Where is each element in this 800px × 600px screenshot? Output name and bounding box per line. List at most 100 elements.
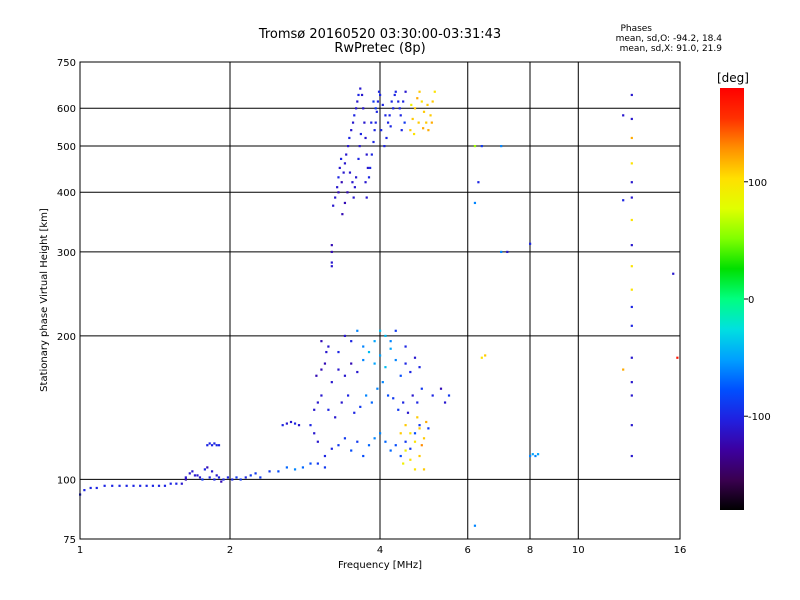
data-point: [630, 93, 633, 97]
x-axis-label: Frequency [MHz]: [338, 560, 422, 571]
data-point: [433, 90, 436, 93]
data-point: [215, 474, 218, 477]
data-point: [330, 447, 333, 450]
data-point: [334, 416, 337, 419]
data-point: [430, 121, 433, 124]
data-point: [118, 484, 121, 487]
data-point: [188, 472, 191, 475]
data-point: [342, 171, 345, 174]
data-point: [320, 394, 323, 397]
data-point: [332, 204, 335, 207]
data-point: [394, 358, 397, 362]
data-point: [348, 171, 352, 174]
data-point: [529, 242, 532, 245]
data-point: [500, 144, 503, 148]
data-point: [367, 176, 371, 179]
data-point: [340, 181, 343, 184]
data-point: [95, 486, 98, 490]
data-point: [325, 350, 328, 354]
data-point: [622, 199, 625, 202]
data-point: [359, 132, 362, 136]
data-point: [534, 454, 537, 458]
data-point: [404, 362, 407, 365]
data-point: [389, 449, 392, 452]
data-point: [399, 374, 402, 377]
data-point: [399, 114, 402, 117]
data-point: [417, 121, 420, 124]
data-point: [254, 472, 257, 475]
data-point: [420, 387, 423, 390]
data-point: [372, 100, 375, 103]
data-point: [343, 437, 347, 440]
y-tick-label: 600: [57, 104, 76, 115]
data-point: [420, 444, 423, 447]
data-point: [389, 340, 392, 343]
data-point: [418, 424, 421, 427]
data-point: [413, 356, 417, 359]
data-point: [337, 444, 340, 447]
data-point: [198, 476, 202, 479]
data-point: [354, 107, 358, 110]
data-point: [268, 470, 271, 473]
data-point: [343, 201, 347, 205]
colorbar-tick-label: 0: [748, 295, 754, 306]
data-point: [360, 93, 364, 97]
data-point: [404, 424, 407, 427]
data-point: [330, 250, 333, 254]
data-point: [157, 484, 161, 487]
data-point: [103, 484, 106, 487]
data-point: [402, 401, 405, 404]
data-point: [346, 191, 349, 194]
data-point: [374, 107, 377, 110]
data-point: [111, 484, 114, 487]
data-point: [473, 524, 477, 527]
data-point: [394, 444, 397, 447]
colorbar: [720, 88, 744, 510]
data-point: [529, 454, 532, 458]
data-point: [429, 114, 432, 117]
data-point: [169, 482, 172, 485]
data-point: [277, 470, 280, 473]
data-point: [201, 478, 204, 481]
data-point: [389, 347, 392, 350]
data-point: [362, 345, 365, 348]
data-point: [404, 345, 407, 348]
data-point: [346, 394, 350, 397]
data-point: [630, 394, 633, 397]
data-point: [406, 411, 410, 414]
data-point: [210, 470, 214, 473]
data-point: [439, 387, 443, 390]
data-point: [203, 468, 206, 471]
data-point: [413, 107, 417, 110]
data-point: [390, 100, 393, 103]
data-point: [336, 186, 339, 189]
data-point: [630, 244, 633, 247]
data-point: [184, 478, 187, 481]
data-point: [206, 444, 209, 447]
data-point: [425, 121, 428, 124]
data-point: [413, 432, 417, 435]
data-point: [372, 140, 375, 144]
chart-title: Tromsø 20160520 03:30:00-03:31:43: [258, 27, 502, 42]
data-point: [506, 250, 509, 254]
data-point: [384, 334, 387, 338]
data-point: [379, 329, 382, 332]
data-point: [531, 453, 534, 456]
data-point: [427, 427, 430, 430]
data-point: [330, 261, 333, 264]
data-point: [630, 324, 633, 327]
data-point: [427, 129, 430, 132]
data-point: [630, 288, 633, 291]
data-point: [409, 432, 412, 435]
data-point: [259, 476, 262, 479]
data-point: [313, 432, 316, 435]
colorbar-ticks: 100 0 -100: [744, 178, 771, 423]
data-point: [206, 466, 209, 469]
data-point: [411, 394, 414, 397]
data-point: [404, 449, 407, 452]
data-point: [386, 394, 390, 397]
data-point: [341, 213, 344, 216]
y-axis-label: Stationary phase Virtual Height [km]: [39, 208, 50, 392]
